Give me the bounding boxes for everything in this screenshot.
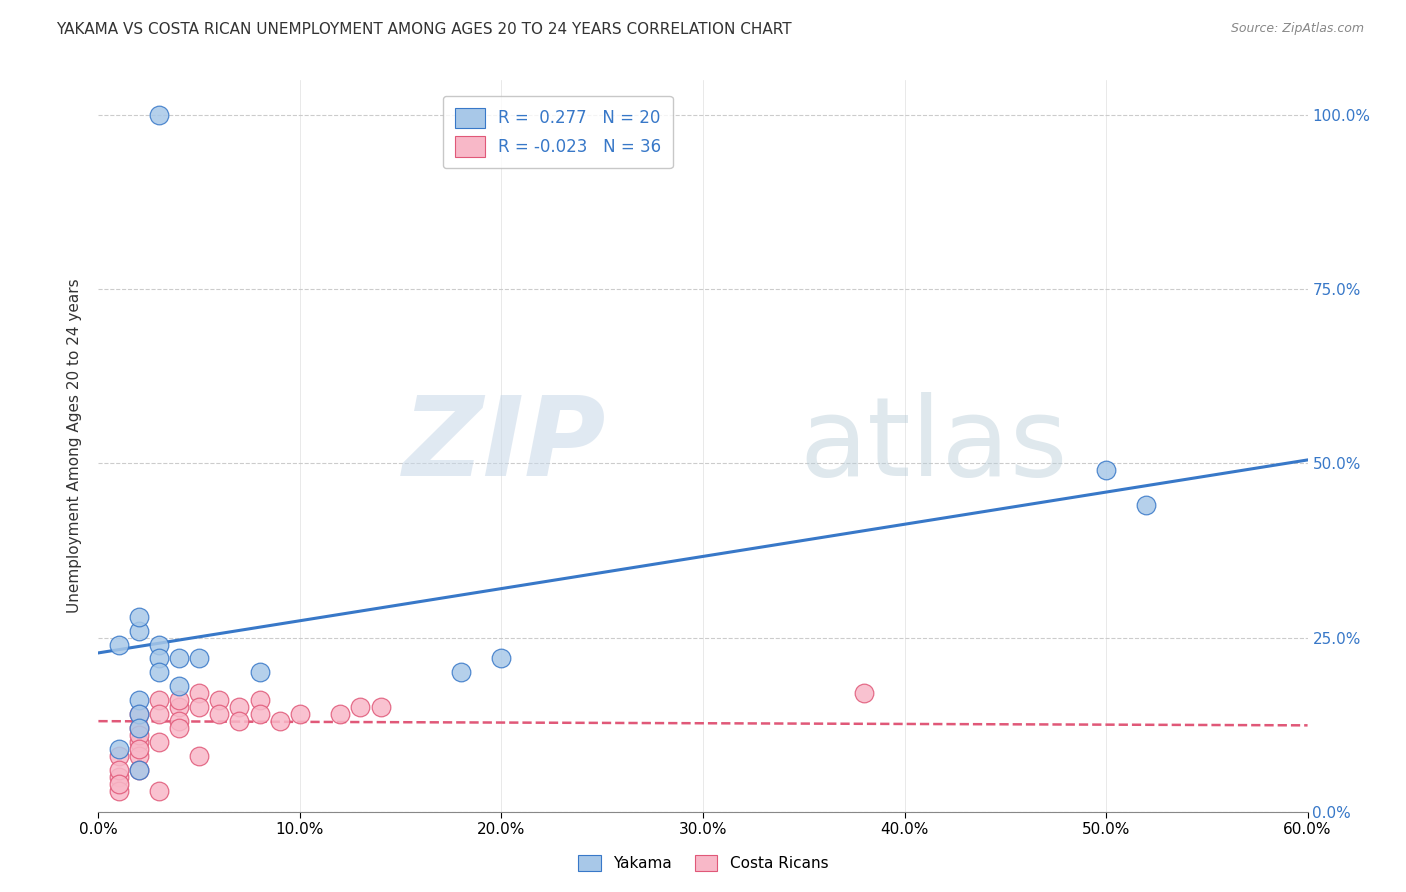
Point (148, 707, 170, 722)
Point (148, 638, 170, 652)
Point (107, 777, 129, 791)
Point (370, 700, 392, 714)
Point (167, 651, 190, 665)
Point (167, 721, 190, 735)
Point (107, 763, 129, 777)
Point (128, 624, 150, 638)
Point (228, 700, 250, 714)
Point (167, 679, 190, 693)
Text: Source: ZipAtlas.com: Source: ZipAtlas.com (1230, 22, 1364, 36)
Point (349, 700, 371, 714)
Point (208, 693, 231, 707)
Point (148, 784, 170, 798)
Legend: Yakama, Costa Ricans: Yakama, Costa Ricans (572, 849, 834, 877)
Point (128, 707, 150, 722)
Text: atlas: atlas (800, 392, 1069, 500)
Point (208, 707, 231, 722)
Point (128, 609, 150, 624)
Point (128, 749, 150, 764)
Point (128, 763, 150, 777)
Point (167, 693, 190, 707)
Point (1135, 498, 1157, 512)
Point (188, 700, 211, 714)
Text: ZIP: ZIP (402, 392, 606, 500)
Point (128, 735, 150, 749)
Point (128, 721, 150, 735)
Point (128, 763, 150, 777)
Point (249, 665, 271, 680)
Point (249, 693, 271, 707)
Point (148, 693, 170, 707)
Point (249, 707, 271, 722)
Point (128, 728, 150, 742)
Point (107, 749, 129, 764)
Y-axis label: Unemployment Among Ages 20 to 24 years: Unemployment Among Ages 20 to 24 years (67, 278, 83, 614)
Point (148, 651, 170, 665)
Point (107, 742, 129, 756)
Point (329, 707, 352, 722)
Point (853, 686, 876, 700)
Point (491, 651, 513, 665)
Point (128, 721, 150, 735)
Point (188, 749, 211, 764)
Point (188, 686, 211, 700)
Text: YAKAMA VS COSTA RICAN UNEMPLOYMENT AMONG AGES 20 TO 24 YEARS CORRELATION CHART: YAKAMA VS COSTA RICAN UNEMPLOYMENT AMONG… (56, 22, 792, 37)
Point (167, 700, 190, 714)
Point (107, 784, 129, 798)
Point (148, 735, 170, 749)
Point (288, 707, 311, 722)
Point (167, 714, 190, 728)
Point (228, 714, 250, 728)
Point (450, 665, 472, 680)
Point (148, 108, 170, 122)
Point (128, 707, 150, 722)
Point (107, 638, 129, 652)
Point (188, 651, 211, 665)
Point (107, 770, 129, 784)
Point (128, 693, 150, 707)
Point (128, 742, 150, 756)
Point (269, 714, 291, 728)
Point (1095, 463, 1118, 477)
Point (148, 665, 170, 680)
